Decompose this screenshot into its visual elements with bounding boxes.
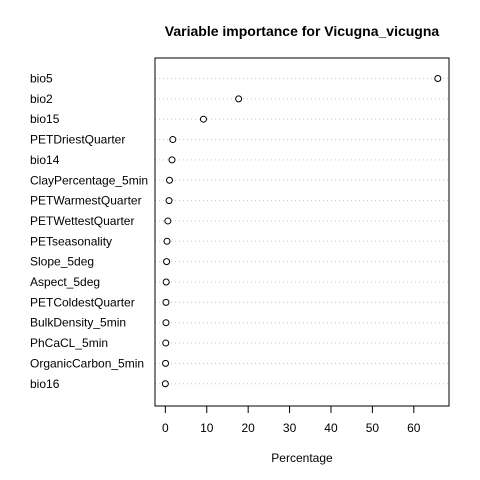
x-tick-label: 40 — [324, 421, 338, 435]
data-point — [169, 136, 177, 144]
x-tick-label: 60 — [407, 421, 421, 435]
data-point — [164, 217, 172, 225]
category-label: ClayPercentage_5min — [30, 173, 148, 187]
category-label: PETWettestQuarter — [30, 214, 134, 228]
x-axis-label: Percentage — [271, 451, 333, 465]
data-point — [162, 298, 170, 306]
category-label: PETWarmestQuarter — [30, 194, 142, 208]
chart-title: Variable importance for Vicugna_vicugna — [165, 23, 440, 39]
category-label: BulkDensity_5min — [30, 316, 126, 330]
data-point — [162, 278, 170, 286]
data-point — [162, 319, 170, 327]
category-label: bio2 — [30, 92, 53, 106]
category-label: PETseasonality — [30, 234, 112, 248]
data-point — [161, 380, 169, 388]
data-point — [199, 115, 207, 123]
data-point — [162, 359, 170, 367]
data-point — [163, 258, 171, 266]
category-label: PETColdestQuarter — [30, 295, 135, 309]
category-label: Aspect_5deg — [30, 275, 100, 289]
data-point — [165, 176, 173, 184]
category-label: bio15 — [30, 112, 60, 126]
category-label: bio14 — [30, 153, 60, 167]
grid-lines — [155, 78, 449, 385]
category-label: OrganicCarbon_5min — [30, 356, 144, 370]
category-label: Slope_5deg — [30, 255, 94, 269]
data-point — [163, 237, 171, 245]
category-labels: bio5 bio2 bio15 PETDriestQuarter bio14 ClayPe… — [30, 72, 148, 391]
category-label: PETDriestQuarter — [30, 133, 125, 147]
data-points — [161, 75, 442, 388]
category-label: PhCaCL_5min — [30, 336, 108, 350]
x-tick-label: 20 — [241, 421, 255, 435]
category-label: bio5 — [30, 72, 53, 86]
x-tick-label: 10 — [200, 421, 214, 435]
x-tick-label: 50 — [366, 421, 380, 435]
plot-frame — [154, 57, 450, 407]
data-point — [434, 75, 442, 82]
data-point — [165, 197, 173, 205]
data-point — [168, 156, 176, 164]
data-point — [235, 95, 243, 103]
x-tick-label: 30 — [283, 421, 297, 435]
category-label: bio16 — [30, 377, 60, 391]
data-point — [162, 339, 170, 347]
x-tick-label: 0 — [162, 421, 169, 435]
x-axis: 0 10 20 30 40 50 60 — [162, 405, 421, 435]
